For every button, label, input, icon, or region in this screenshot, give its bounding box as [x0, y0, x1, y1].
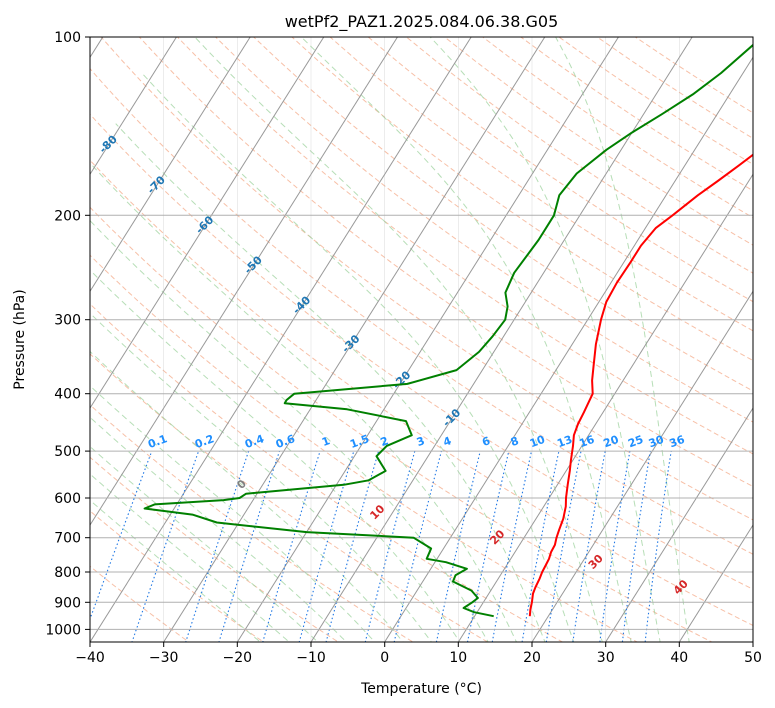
moist-adiabat — [141, 72, 575, 642]
x-axis-label: Temperature (°C) — [360, 681, 482, 697]
dry-adiabat — [367, 37, 753, 303]
isotherm-line — [605, 407, 753, 642]
mixing-ratio-label: 25 — [626, 433, 645, 450]
dry-adiabat — [138, 37, 753, 488]
dry-adiabat — [90, 206, 713, 642]
moist-adiabat — [90, 416, 348, 642]
isotherm-line — [310, 37, 693, 642]
y-tick-label: 200 — [54, 208, 81, 224]
x-tick-label: 20 — [523, 650, 541, 666]
isotherm-line — [457, 173, 753, 642]
y-tick-label: 800 — [54, 565, 81, 581]
y-tick-label: 700 — [54, 531, 81, 547]
mixing-ratio-label: 1 — [320, 434, 332, 449]
mixing-ratio-label: 0.2 — [193, 432, 216, 451]
dry-adiabat — [90, 404, 414, 642]
sounding-series — [143, 43, 753, 618]
moist-adiabat — [90, 499, 261, 642]
isotherm-line — [163, 37, 546, 642]
isotherm-line — [531, 290, 753, 642]
plot-frame — [89, 36, 754, 643]
mixing-ratio-label: 8 — [509, 434, 521, 449]
isotherm-label: -90 — [48, 92, 71, 115]
mixing-ratio-label: 1.5 — [348, 432, 371, 451]
y-axis-ticks: 100 200 300 400 500 600 700 800 900 1000 — [45, 30, 90, 638]
dry-adiabat — [291, 37, 753, 362]
plot-background — [90, 37, 753, 642]
isotherm-line — [90, 37, 251, 293]
moist-adiabat — [90, 219, 489, 642]
isotherm-line — [90, 37, 472, 642]
mixing-ratio-label: 6 — [480, 434, 492, 449]
mixing-ratio-label: 10 — [528, 433, 547, 451]
mixing-ratio-label: 3 — [415, 434, 427, 449]
moist-adiabat — [90, 312, 433, 642]
chart-title: wetPf2_PAZ1.2025.084.06.38.G05 — [285, 12, 559, 32]
mixing-ratio-label: 16 — [577, 433, 596, 451]
mixing-ratio-label: 0.1 — [146, 432, 169, 451]
background-lines — [90, 37, 753, 642]
y-tick-label: 1000 — [45, 622, 81, 638]
y-tick-label: 300 — [54, 313, 81, 329]
isotherm-line — [678, 524, 753, 642]
dewpoint-profile-line — [143, 43, 753, 618]
x-tick-label: 10 — [449, 650, 467, 666]
mixing-ratio-label: 4 — [441, 434, 453, 449]
isotherm-line — [90, 37, 325, 410]
y-tick-label: 400 — [54, 387, 81, 403]
y-axis-label: Pressure (hPa) — [12, 289, 28, 389]
moist-adiabat — [194, 37, 603, 642]
x-tick-label: 40 — [670, 650, 688, 666]
y-tick-label: 600 — [54, 491, 81, 507]
mixing-ratio-label: 2 — [379, 434, 391, 449]
moist-adiabat — [429, 37, 661, 642]
isotherm-line — [236, 37, 620, 642]
x-axis-ticks: −40 −30 −20 −10 0 10 20 30 40 50 — [75, 642, 762, 666]
moist-adiabat — [90, 269, 461, 642]
x-tick-label: 50 — [744, 650, 762, 666]
moist-adiabat — [92, 165, 518, 642]
x-tick-label: −20 — [223, 650, 253, 666]
isotherm-line — [90, 37, 399, 527]
y-tick-label: 100 — [54, 30, 81, 46]
moist-adiabat — [90, 350, 404, 642]
mixing-ratio-label: 0.4 — [243, 432, 266, 451]
x-tick-label: 30 — [597, 650, 615, 666]
mixing-ratio-label: 30 — [647, 433, 666, 451]
temperature-profile-line — [528, 153, 753, 617]
x-tick-label: −10 — [296, 650, 326, 666]
y-tick-label: 500 — [54, 444, 81, 460]
dry-adiabat — [90, 254, 639, 642]
x-tick-label: −40 — [75, 650, 105, 666]
pressure-gridlines — [90, 37, 753, 642]
y-tick-label: 900 — [54, 595, 81, 611]
moist-adiabat — [90, 385, 376, 642]
x-tick-label: −30 — [149, 650, 179, 666]
dry-adiabat — [177, 37, 753, 455]
mixing-ratio-label: 20 — [602, 433, 621, 451]
x-tick-label: 0 — [380, 650, 389, 666]
moist-adiabat — [115, 123, 546, 642]
isotherm-line — [90, 37, 178, 176]
moist-adiabat — [555, 37, 690, 642]
isotherm-line — [384, 56, 753, 642]
mixing-ratio-label: 0.6 — [274, 432, 297, 451]
moist-adiabat — [300, 37, 632, 642]
mixing-ratio-label: 13 — [555, 433, 574, 450]
mixing-ratio-label: 36 — [668, 433, 687, 451]
isotherm-label: -100 — [0, 47, 28, 76]
dry-adiabat — [90, 510, 265, 642]
